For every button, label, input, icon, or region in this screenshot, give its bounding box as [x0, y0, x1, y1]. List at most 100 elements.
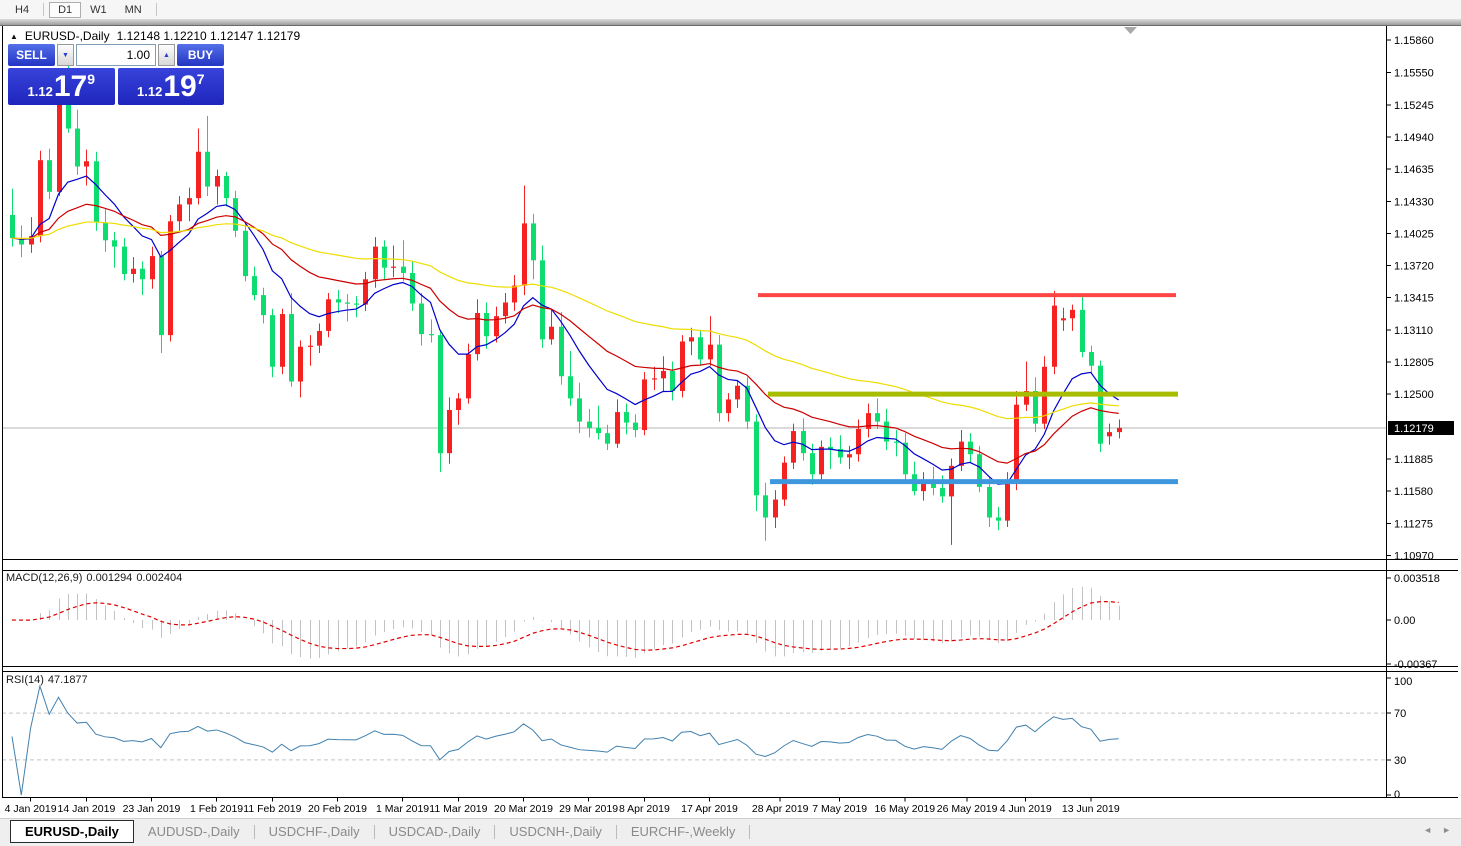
candle: [680, 341, 685, 392]
tab-divider: [615, 825, 617, 839]
candle: [1089, 352, 1094, 366]
tab-divider: [494, 825, 496, 839]
svg-text:4 Jan 2019: 4 Jan 2019: [5, 803, 57, 815]
buy-button[interactable]: BUY: [177, 44, 224, 66]
candle: [1005, 480, 1010, 521]
time-axis: 4 Jan 2019 14 Jan 2019 23 Jan 2019 1 Feb 20…: [5, 797, 1120, 815]
sell-price-prefix: 1.12: [27, 83, 53, 99]
candle: [354, 303, 359, 305]
timeframe-toolbar: H4 D1 W1 MN: [0, 0, 1461, 19]
toolbar-divider: [43, 3, 45, 16]
tab-usdchf-daily[interactable]: USDCHF-,Daily: [268, 824, 360, 839]
svg-text:4 Jun 2019: 4 Jun 2019: [1000, 803, 1052, 815]
candle: [838, 448, 843, 458]
svg-text:14 Jan 2019: 14 Jan 2019: [57, 803, 115, 815]
candle: [763, 495, 768, 518]
candle: [438, 335, 443, 454]
candle: [215, 175, 220, 187]
current-price-tag: 1.12179: [1388, 421, 1454, 435]
candle: [996, 517, 1001, 521]
candle: [847, 454, 852, 458]
chart-shift-marker-icon[interactable]: [1124, 27, 1137, 34]
rsi-line: [11, 684, 1119, 796]
tab-eurusd-daily[interactable]: EURUSD-,Daily: [10, 820, 134, 843]
candle: [326, 299, 331, 331]
candle: [745, 385, 750, 422]
sell-button[interactable]: SELL: [8, 44, 55, 66]
timeframe-w1-button[interactable]: W1: [90, 3, 107, 16]
candle: [401, 266, 406, 273]
chart-symbol-label: EURUSD-,Daily: [24, 29, 110, 43]
moving-average-lines: [11, 175, 1120, 485]
candle: [1061, 318, 1066, 321]
candle: [75, 128, 80, 167]
candle: [624, 412, 629, 423]
candle: [754, 421, 759, 496]
rsi-indicator-label: RSI(14) 47.1877: [6, 674, 88, 686]
candle: [475, 313, 480, 355]
svg-text:100: 100: [1394, 676, 1412, 688]
candle: [540, 260, 545, 340]
candle: [196, 151, 201, 199]
candle: [391, 266, 396, 268]
svg-text:0.003518: 0.003518: [1394, 573, 1440, 585]
candle: [456, 398, 461, 410]
volume-decrease-button[interactable]: ▼: [57, 44, 74, 66]
candle: [345, 302, 350, 304]
candle: [429, 334, 434, 336]
price-axis: 1.15860 1.15550 1.15245 1.14940 1.14635 1.143…: [1386, 35, 1434, 562]
buy-quote-panel[interactable]: 1.12 19 7: [117, 68, 224, 105]
panel-borders: [2, 26, 1458, 798]
candle: [940, 487, 945, 497]
candle: [968, 441, 973, 455]
svg-text:1.13415: 1.13415: [1394, 293, 1434, 305]
candle: [596, 427, 601, 434]
svg-text:1.15245: 1.15245: [1394, 100, 1434, 112]
sell-price-point: 9: [87, 70, 95, 87]
one-click-collapse-icon[interactable]: ▲: [10, 31, 18, 41]
candle: [168, 221, 173, 336]
candle: [94, 161, 99, 223]
buy-price-point: 7: [196, 70, 205, 87]
candle: [670, 370, 675, 392]
tab-eurchf-weekly[interactable]: EURCHF-,Weekly: [630, 824, 736, 839]
svg-text:-0.00367: -0.00367: [1394, 659, 1437, 671]
candle: [484, 313, 489, 337]
svg-text:0: 0: [1394, 789, 1400, 801]
candle: [205, 151, 210, 187]
candle: [38, 160, 43, 237]
timeframe-d1-button[interactable]: D1: [49, 1, 82, 18]
tab-scroll-left-icon[interactable]: ◄: [1423, 825, 1433, 835]
svg-text:17 Apr 2019: 17 Apr 2019: [681, 803, 738, 815]
candle: [810, 453, 815, 475]
tab-usdcnh-daily[interactable]: USDCNH-,Daily: [509, 824, 602, 839]
candle: [280, 314, 285, 367]
svg-text:1.13720: 1.13720: [1394, 261, 1434, 273]
svg-text:1.11580: 1.11580: [1394, 486, 1433, 498]
tab-audusd-daily[interactable]: AUDUSD-,Daily: [147, 824, 240, 839]
candle: [791, 431, 796, 463]
volume-increase-button[interactable]: ▲: [158, 44, 175, 66]
candle: [894, 441, 899, 443]
candle: [512, 285, 517, 303]
svg-text:1.14330: 1.14330: [1394, 196, 1434, 208]
buy-price-prefix: 1.12: [137, 83, 163, 99]
candle: [243, 230, 248, 277]
candle: [708, 344, 713, 360]
sell-quote-panel[interactable]: 1.12 17 9: [8, 68, 115, 105]
candle: [903, 442, 908, 475]
candle: [1080, 309, 1085, 353]
tab-usdcad-daily[interactable]: USDCAD-,Daily: [388, 824, 481, 839]
volume-input[interactable]: 1.00: [76, 44, 156, 66]
timeframe-mn-button[interactable]: MN: [124, 3, 142, 16]
candle: [336, 299, 341, 303]
tab-scroll-right-icon[interactable]: ►: [1442, 825, 1451, 835]
timeframe-h4-button[interactable]: H4: [15, 3, 30, 16]
tab-divider: [253, 825, 255, 839]
tab-scroll-nav: ◄ ►: [1423, 819, 1461, 841]
svg-text:30: 30: [1394, 755, 1406, 767]
svg-text:26 May 2019: 26 May 2019: [937, 803, 998, 815]
candle: [177, 204, 182, 222]
macd-histogram: [21, 586, 1120, 659]
